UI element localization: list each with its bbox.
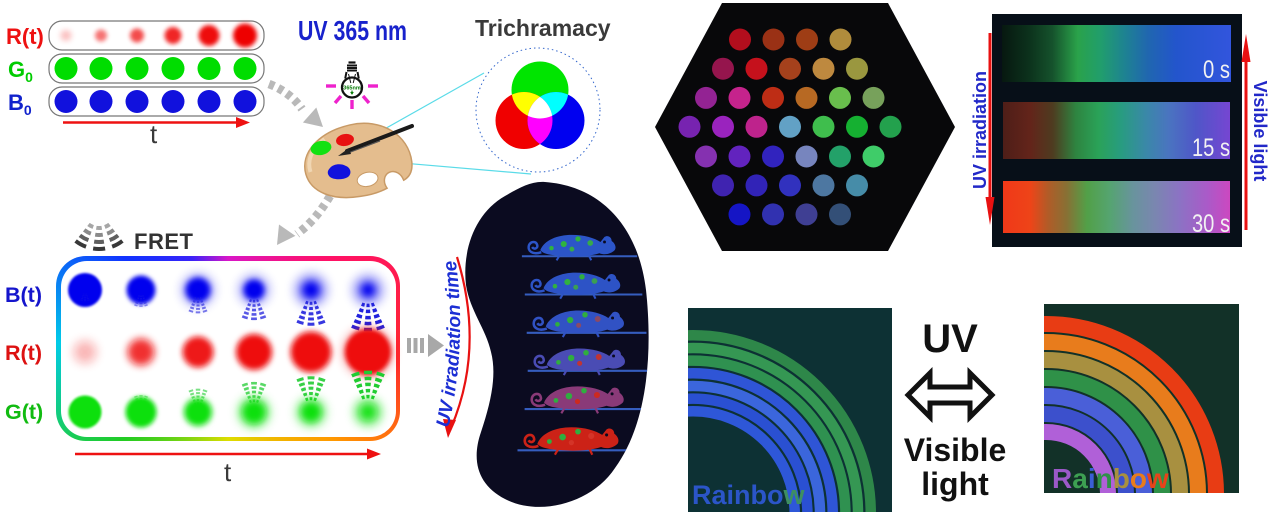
svg-text:Rainbow: Rainbow	[1052, 463, 1169, 494]
svg-text:Visible light: Visible light	[1250, 81, 1269, 182]
svg-text:R(t): R(t)	[5, 341, 42, 365]
svg-text:light: light	[921, 466, 989, 502]
svg-text:Trichramacy: Trichramacy	[475, 15, 611, 41]
svg-text:Rainbow: Rainbow	[692, 480, 806, 510]
svg-text:UV irradiation: UV irradiation	[970, 71, 990, 189]
svg-text:t: t	[224, 457, 232, 487]
svg-text:G(t): G(t)	[5, 400, 43, 424]
svg-text:FRET: FRET	[134, 229, 194, 254]
svg-text:G0: G0	[8, 57, 33, 85]
svg-text:R(t): R(t)	[6, 24, 44, 49]
svg-text:B(t): B(t)	[5, 283, 42, 307]
svg-text:Visible: Visible	[904, 432, 1007, 468]
svg-text:t: t	[150, 119, 158, 149]
svg-text:UV: UV	[922, 317, 978, 361]
svg-text:15 s: 15 s	[1192, 134, 1230, 162]
svg-text:UV 365 nm: UV 365 nm	[298, 15, 407, 46]
svg-text:30 s: 30 s	[1192, 210, 1230, 238]
svg-text:B0: B0	[8, 90, 32, 118]
svg-text:365nm: 365nm	[343, 86, 361, 92]
svg-text:0 s: 0 s	[1203, 56, 1230, 84]
